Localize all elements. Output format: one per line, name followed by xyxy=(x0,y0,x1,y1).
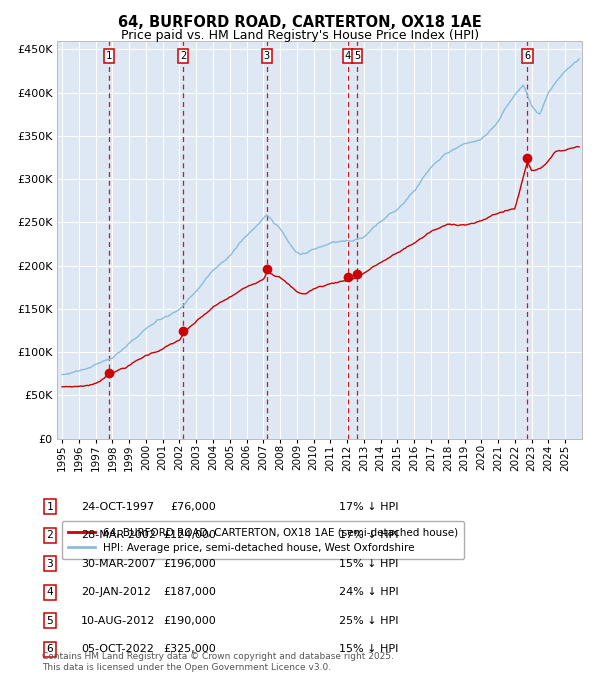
Text: £196,000: £196,000 xyxy=(163,559,216,568)
Text: 5: 5 xyxy=(46,616,53,626)
Text: Contains HM Land Registry data © Crown copyright and database right 2025.
This d: Contains HM Land Registry data © Crown c… xyxy=(42,652,394,672)
Text: £325,000: £325,000 xyxy=(163,645,216,654)
Text: 30-MAR-2007: 30-MAR-2007 xyxy=(81,559,156,568)
Text: 1: 1 xyxy=(106,51,112,61)
Text: 28-MAR-2002: 28-MAR-2002 xyxy=(81,530,156,540)
Legend: 64, BURFORD ROAD, CARTERTON, OX18 1AE (semi-detached house), HPI: Average price,: 64, BURFORD ROAD, CARTERTON, OX18 1AE (s… xyxy=(62,522,464,559)
Text: 6: 6 xyxy=(46,645,53,654)
Text: 3: 3 xyxy=(263,51,270,61)
Text: 25% ↓ HPI: 25% ↓ HPI xyxy=(339,616,398,626)
Text: 4: 4 xyxy=(46,588,53,597)
Text: £76,000: £76,000 xyxy=(170,502,216,511)
Text: 3: 3 xyxy=(46,559,53,568)
Text: 17% ↓ HPI: 17% ↓ HPI xyxy=(339,502,398,511)
Text: £187,000: £187,000 xyxy=(163,588,216,597)
Text: 6: 6 xyxy=(524,51,530,61)
Text: £190,000: £190,000 xyxy=(163,616,216,626)
Text: 1: 1 xyxy=(46,502,53,511)
Text: 05-OCT-2022: 05-OCT-2022 xyxy=(81,645,154,654)
Text: 2: 2 xyxy=(46,530,53,540)
Text: 15% ↓ HPI: 15% ↓ HPI xyxy=(339,645,398,654)
Text: 4: 4 xyxy=(345,51,351,61)
Text: 64, BURFORD ROAD, CARTERTON, OX18 1AE: 64, BURFORD ROAD, CARTERTON, OX18 1AE xyxy=(118,15,482,30)
Text: 20-JAN-2012: 20-JAN-2012 xyxy=(81,588,151,597)
Text: 5: 5 xyxy=(354,51,360,61)
Text: £124,000: £124,000 xyxy=(163,530,216,540)
Text: Price paid vs. HM Land Registry's House Price Index (HPI): Price paid vs. HM Land Registry's House … xyxy=(121,29,479,41)
Text: 2: 2 xyxy=(180,51,186,61)
Text: 10-AUG-2012: 10-AUG-2012 xyxy=(81,616,155,626)
Text: 17% ↓ HPI: 17% ↓ HPI xyxy=(339,530,398,540)
Text: 15% ↓ HPI: 15% ↓ HPI xyxy=(339,559,398,568)
Text: 24-OCT-1997: 24-OCT-1997 xyxy=(81,502,154,511)
Text: 24% ↓ HPI: 24% ↓ HPI xyxy=(339,588,398,597)
